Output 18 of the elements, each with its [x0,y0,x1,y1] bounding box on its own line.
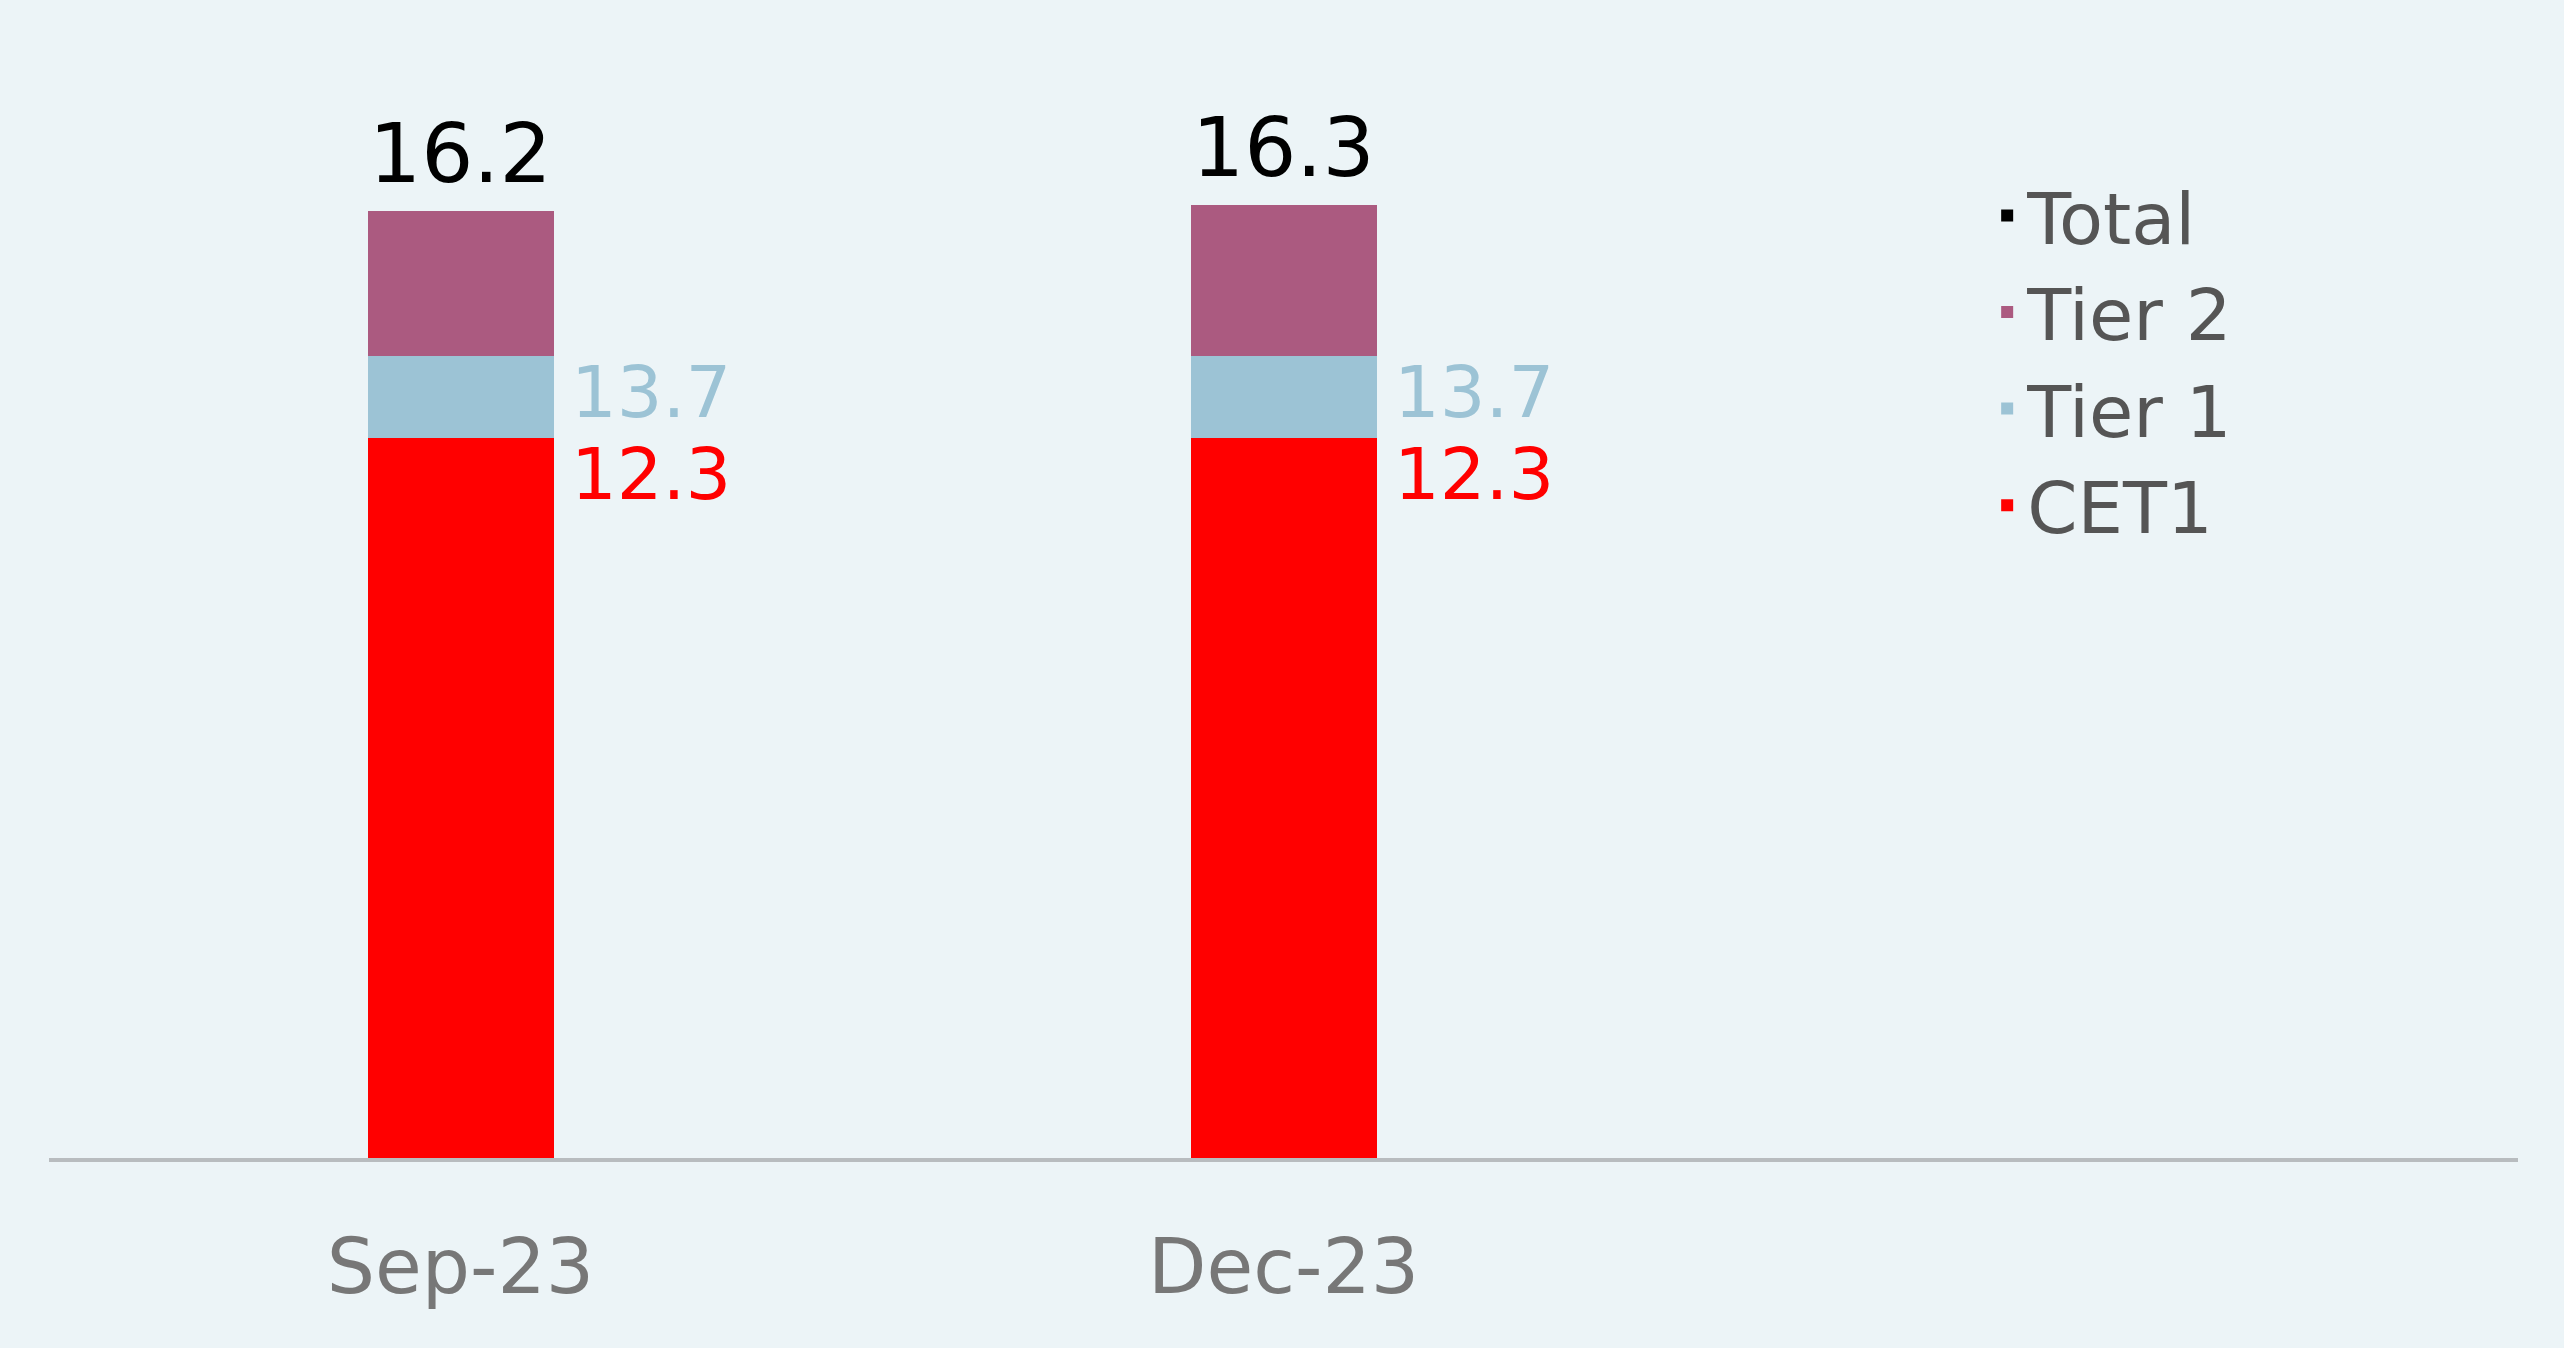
legend-label: Tier 1 [2026,369,2232,454]
bar [367,356,554,439]
annotation: 16.3 [1192,100,1375,195]
annotation: 12.3 [1394,432,1555,516]
bar [1190,438,1377,1158]
legend-label: CET1 [2027,466,2213,551]
x-tick-label: Sep-23 [326,1222,595,1312]
bar [367,210,554,357]
legend-label: Total [2026,176,2196,261]
x-tick-label: Dec-23 [1147,1222,1420,1312]
bar [1190,204,1377,357]
bar [1190,356,1377,439]
bar [367,438,554,1158]
annotation: 12.3 [571,432,732,516]
annotation: 13.7 [571,350,732,434]
legend-label: Tier 2 [2026,273,2232,358]
annotation: 16.2 [369,106,552,201]
annotation: 13.7 [1394,350,1555,434]
